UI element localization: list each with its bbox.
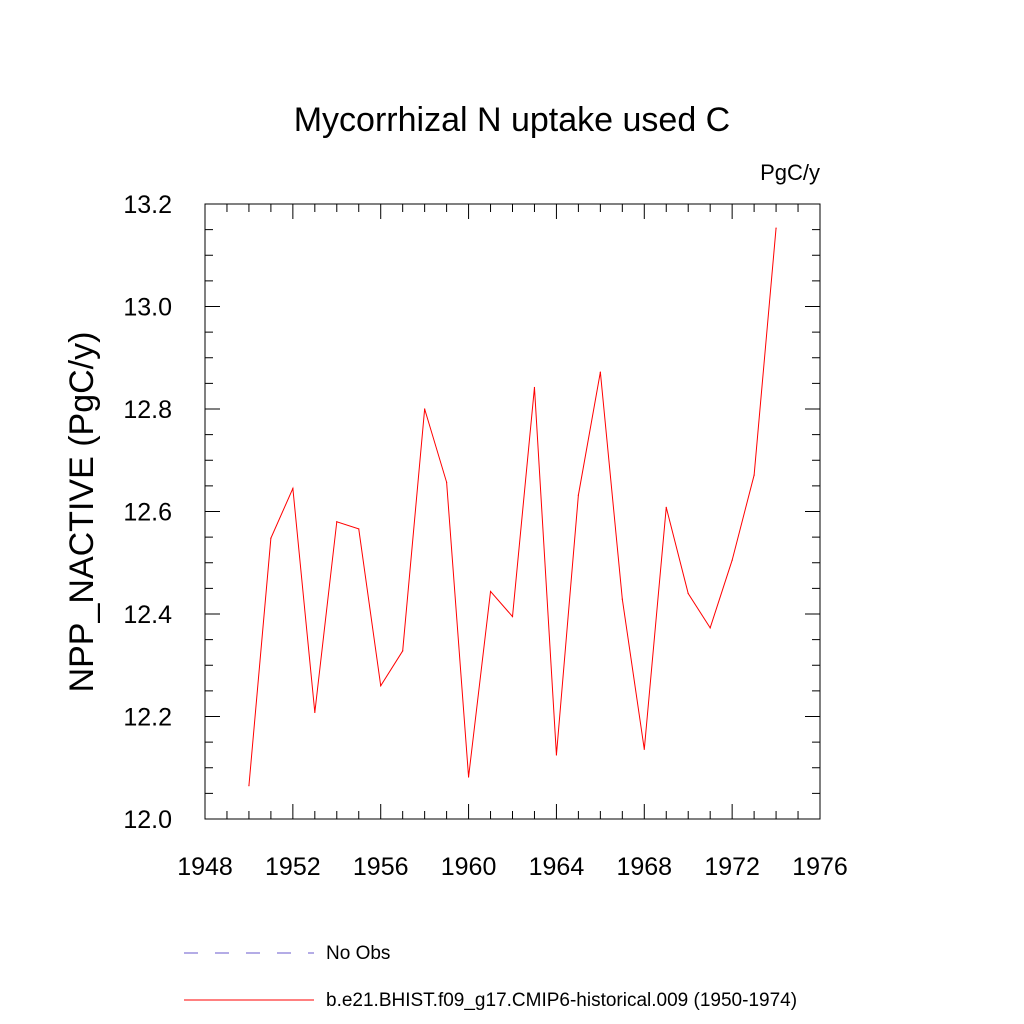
y-tick-label: 12.4 (123, 601, 172, 629)
axis-ticks (204, 203, 821, 820)
units-label: PgC/y (760, 160, 820, 185)
x-tick-label: 1952 (265, 853, 321, 881)
chart-title: Mycorrhizal N uptake used C (294, 101, 731, 139)
y-tick-label: 12.8 (123, 396, 172, 424)
x-tick-label: 1960 (441, 853, 497, 881)
data-point (248, 785, 250, 787)
data-point (446, 481, 448, 483)
y-tick-label: 12.2 (123, 704, 172, 732)
data-point (775, 227, 777, 229)
data-point (467, 776, 470, 778)
y-tick-label: 12.0 (123, 806, 172, 834)
data-point (731, 559, 733, 561)
x-tick-label: 1972 (704, 853, 760, 881)
y-axis-label: NPP_NACTIVE (PgC/y) (63, 332, 101, 693)
series-line (248, 228, 777, 786)
data-point (402, 650, 404, 652)
data-point (533, 386, 536, 389)
data-point (577, 494, 579, 496)
data-point (314, 711, 316, 714)
data-point (270, 537, 272, 539)
x-tick-label: 1968 (616, 853, 672, 881)
data-point (753, 474, 755, 476)
x-tick-label: 1956 (353, 853, 409, 881)
data-point (687, 592, 689, 595)
legend-label-no-obs: No Obs (326, 943, 390, 964)
series-layer (248, 227, 777, 787)
legend-label-historical: b.e21.BHIST.f09_g17.CMIP6-historical.009… (326, 990, 797, 1011)
data-point (555, 754, 558, 756)
x-tick-labels: 1948 1952 1956 1960 1964 1968 1972 1976 (177, 853, 848, 881)
y-tick-label: 13.2 (123, 191, 172, 219)
data-point (292, 487, 294, 490)
data-point (336, 521, 338, 523)
data-point (358, 528, 360, 530)
data-point (709, 627, 711, 629)
data-point (599, 371, 601, 373)
legend: No Obs b.e21.BHIST.f09_g17.CMIP6-histori… (184, 943, 797, 1011)
data-point (424, 408, 426, 410)
x-tick-label: 1976 (792, 853, 848, 881)
data-point (380, 685, 382, 687)
y-tick-labels: 12.0 12.2 12.4 12.6 12.8 13.0 13.2 (123, 191, 172, 834)
data-point (489, 590, 492, 593)
x-tick-label: 1948 (177, 853, 233, 881)
y-tick-label: 12.6 (123, 499, 172, 527)
plot-frame (204, 203, 821, 820)
data-point (643, 748, 645, 750)
data-point (511, 615, 514, 618)
data-point (621, 598, 623, 600)
y-tick-label: 13.0 (123, 294, 172, 322)
data-point (665, 506, 667, 508)
x-tick-label: 1964 (529, 853, 585, 881)
